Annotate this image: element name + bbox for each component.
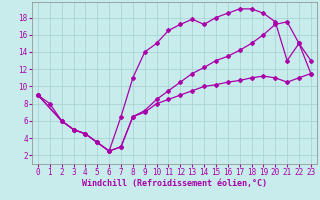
X-axis label: Windchill (Refroidissement éolien,°C): Windchill (Refroidissement éolien,°C) xyxy=(82,179,267,188)
